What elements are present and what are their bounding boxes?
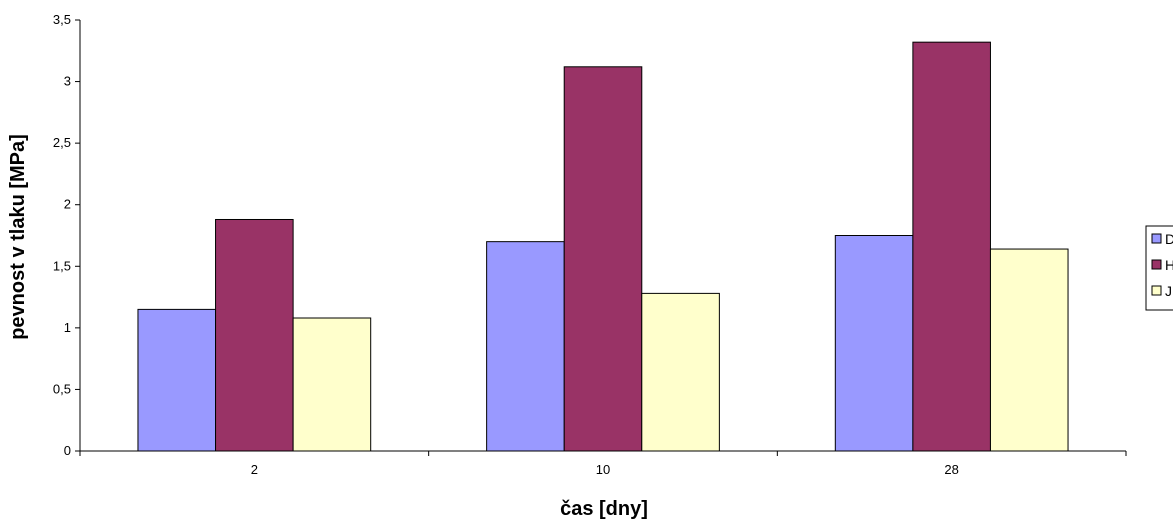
legend-swatch-D <box>1151 233 1162 244</box>
axes-group: 0 0,5 1 1,5 2 2,5 3 3,5 2 10 28 <box>53 12 1127 477</box>
bar-H-10 <box>563 66 643 452</box>
bar-D-2 <box>137 308 217 452</box>
bar-D-10 <box>486 241 565 452</box>
y-tick-label: 3 <box>64 74 71 89</box>
y-tick-label: 1 <box>64 320 71 335</box>
bar-J-28 <box>989 248 1069 452</box>
bar-J-10 <box>641 292 720 452</box>
bar-D-28 <box>834 235 914 452</box>
y-tick-label: 1,5 <box>53 258 71 273</box>
legend-swatch-J <box>1151 285 1162 296</box>
y-tick-label: 2 <box>64 197 71 212</box>
bars-group <box>137 41 1069 452</box>
legend: DHJ <box>1145 225 1173 311</box>
y-tick-label: 3,5 <box>53 12 71 27</box>
x-tick-label: 2 <box>251 462 258 477</box>
y-tick-label: 2,5 <box>53 135 71 150</box>
x-tick-label: 10 <box>596 462 610 477</box>
x-tick-label: 28 <box>944 462 958 477</box>
y-axis-title: pevnost v tlaku [MPa] <box>7 134 29 340</box>
bar-H-28 <box>912 41 991 452</box>
legend-label-D: D <box>1165 231 1173 247</box>
legend-label-J: J <box>1165 283 1172 299</box>
bar-H-2 <box>215 218 294 452</box>
y-tick-label: 0 <box>64 443 71 458</box>
y-tick-label: 0,5 <box>53 381 71 396</box>
x-axis-title: čas [dny] <box>560 498 648 520</box>
bar-J-2 <box>292 317 372 452</box>
legend-swatch-H <box>1151 259 1162 270</box>
legend-label-H: H <box>1165 257 1173 273</box>
